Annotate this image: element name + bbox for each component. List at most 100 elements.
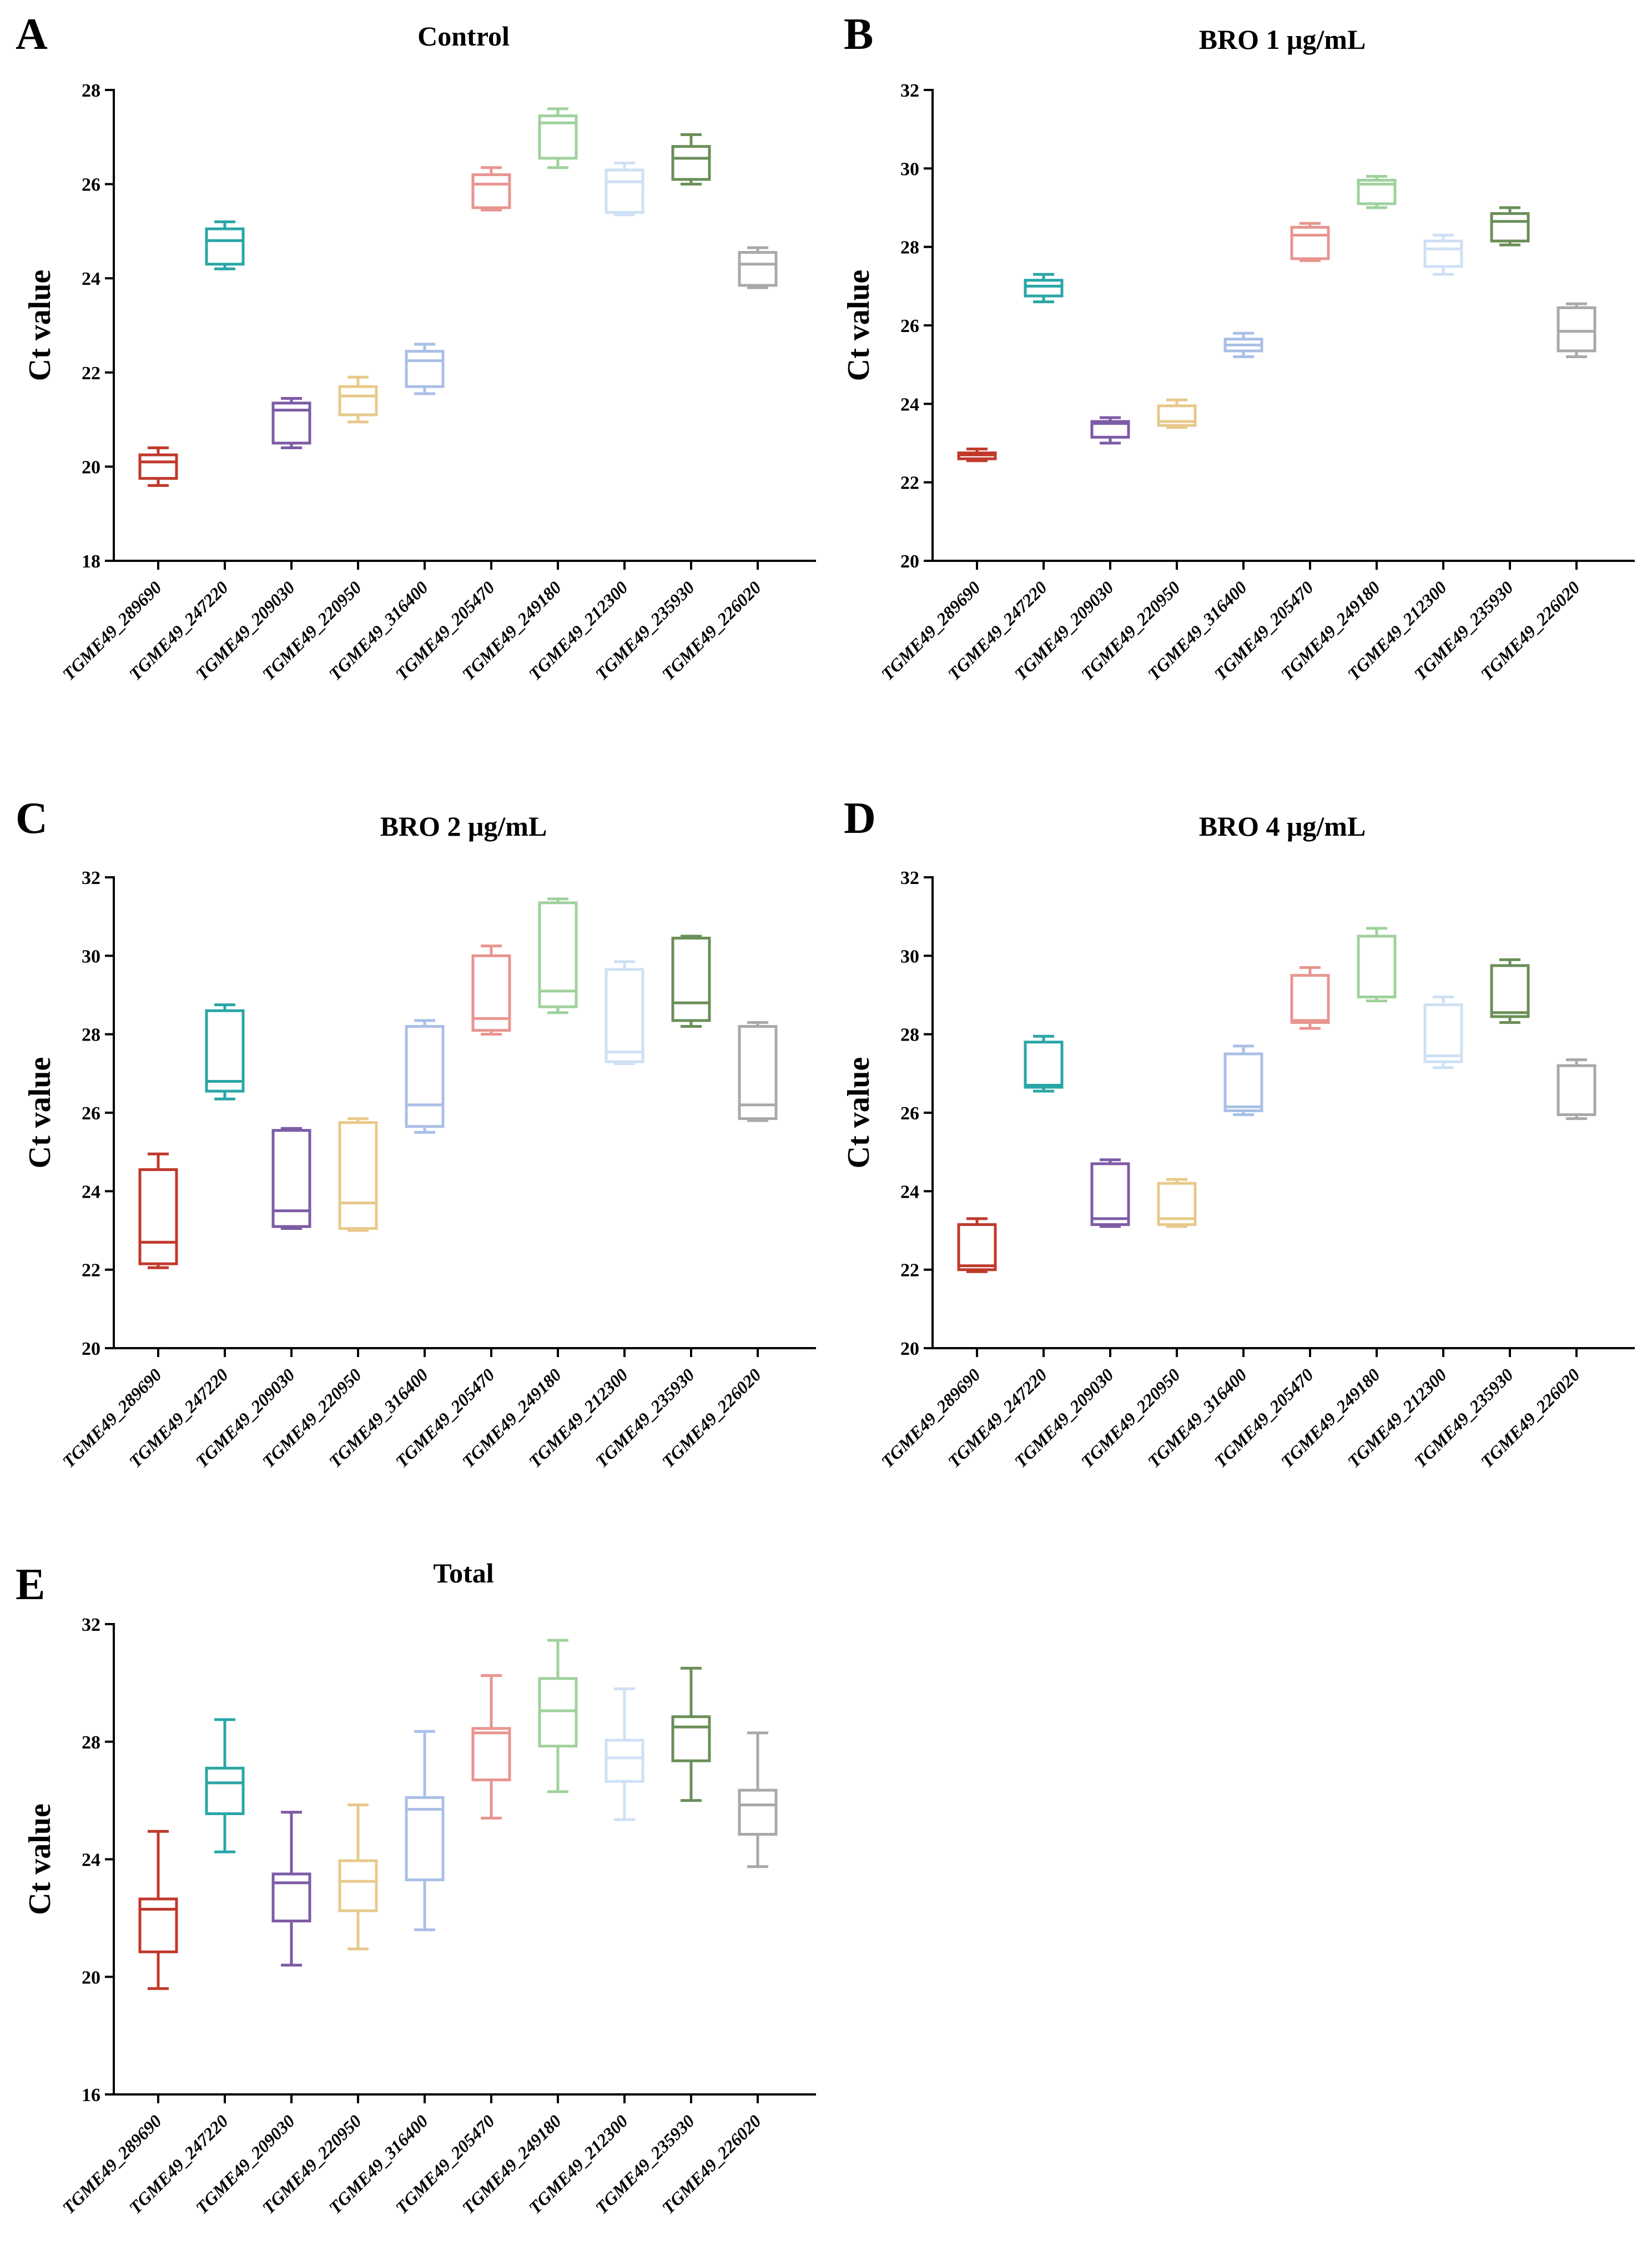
chart-title: Total xyxy=(433,1557,493,1589)
iqr-box xyxy=(738,251,778,287)
box-tgme49-212300 xyxy=(605,960,644,1066)
box-tgme49-226020 xyxy=(738,1021,778,1122)
y-tick-label: 24 xyxy=(900,1182,919,1202)
box-tgme49-316400 xyxy=(405,1730,445,1932)
iqr-box xyxy=(671,937,711,1022)
iqr-box xyxy=(1024,279,1064,298)
box-tgme49-226020 xyxy=(738,246,778,289)
y-tick-label: 30 xyxy=(82,946,100,967)
iqr-box xyxy=(405,1796,445,1882)
y-axis-label: Ct value xyxy=(842,1057,876,1169)
chart-title: Control xyxy=(417,21,510,52)
iqr-box xyxy=(205,227,245,266)
y-tick-label: 26 xyxy=(82,1103,100,1124)
y-tick-label: 22 xyxy=(82,363,100,384)
iqr-box xyxy=(671,145,711,181)
box-tgme49-289690 xyxy=(957,448,997,463)
y-tick-label: 24 xyxy=(82,269,100,289)
y-tick-label: 20 xyxy=(82,1967,100,1988)
box-tgme49-289690 xyxy=(957,1217,997,1273)
box-tgme49-212300 xyxy=(605,161,644,217)
box-tgme49-235930 xyxy=(671,1666,711,1802)
iqr-box xyxy=(1490,212,1530,243)
panel-letter: E xyxy=(16,1560,45,1609)
y-tick-label: 26 xyxy=(900,1103,919,1124)
iqr-box xyxy=(471,173,511,209)
box-tgme49-247220 xyxy=(1024,273,1064,304)
y-tick-label: 32 xyxy=(82,868,100,888)
y-tick-label: 30 xyxy=(900,946,919,967)
y-axis-label: Ct value xyxy=(23,1803,57,1915)
y-tick-label: 24 xyxy=(900,394,919,415)
iqr-box xyxy=(471,1727,511,1782)
iqr-box xyxy=(957,1223,997,1272)
box-tgme49-235930 xyxy=(671,934,711,1028)
iqr-box xyxy=(1423,1003,1463,1063)
box-tgme49-247220 xyxy=(205,1003,245,1101)
y-tick-label: 16 xyxy=(82,2085,100,2106)
box-tgme49-205470 xyxy=(1290,222,1330,262)
box-tgme49-209030 xyxy=(1090,1158,1130,1228)
iqr-box xyxy=(338,1859,378,1912)
iqr-box xyxy=(1557,1064,1596,1117)
box-tgme49-205470 xyxy=(471,166,511,212)
iqr-box xyxy=(338,385,378,416)
iqr-box xyxy=(1357,934,1397,999)
box-tgme49-249180 xyxy=(538,897,578,1014)
box-tgme49-220950 xyxy=(1157,1178,1197,1228)
y-axis-label: Ct value xyxy=(23,270,57,381)
box-tgme49-212300 xyxy=(1423,996,1463,1069)
box-tgme49-220950 xyxy=(1157,398,1197,429)
box-tgme49-209030 xyxy=(271,1811,311,1967)
iqr-box xyxy=(1490,964,1530,1018)
box-tgme49-249180 xyxy=(1357,174,1397,209)
panel-letter: D xyxy=(844,794,876,843)
box-tgme49-226020 xyxy=(1557,302,1596,359)
box-tgme49-289690 xyxy=(138,1830,178,1990)
box-tgme49-226020 xyxy=(738,1731,778,1868)
box-tgme49-249180 xyxy=(538,1639,578,1793)
y-tick-label: 32 xyxy=(900,868,919,888)
iqr-box xyxy=(605,1739,644,1783)
iqr-box xyxy=(1423,239,1463,268)
box-tgme49-316400 xyxy=(1223,331,1263,359)
y-tick-label: 20 xyxy=(82,1339,100,1359)
iqr-box xyxy=(405,1025,445,1128)
y-tick-label: 20 xyxy=(900,1339,919,1359)
chart-title: BRO 2 μg/mL xyxy=(380,811,547,842)
iqr-box xyxy=(405,350,445,388)
y-tick-label: 24 xyxy=(82,1850,100,1871)
box-tgme49-209030 xyxy=(271,1127,311,1230)
y-tick-label: 22 xyxy=(900,1260,919,1281)
y-tick-label: 30 xyxy=(900,159,919,179)
iqr-box xyxy=(1290,225,1330,260)
y-tick-label: 28 xyxy=(82,81,100,101)
box-tgme49-205470 xyxy=(471,944,511,1036)
y-tick-label: 28 xyxy=(900,1025,919,1046)
box-tgme49-235930 xyxy=(1490,958,1530,1024)
box-tgme49-235930 xyxy=(671,133,711,186)
panel-letter: B xyxy=(844,10,873,59)
box-tgme49-220950 xyxy=(338,1803,378,1951)
y-tick-label: 28 xyxy=(82,1732,100,1753)
box-tgme49-249180 xyxy=(1357,927,1397,1003)
iqr-box xyxy=(205,1009,245,1093)
y-tick-label: 18 xyxy=(82,551,100,572)
y-tick-label: 22 xyxy=(900,473,919,494)
iqr-box xyxy=(138,1168,178,1265)
iqr-box xyxy=(605,168,644,214)
box-tgme49-220950 xyxy=(338,375,378,424)
iqr-box xyxy=(1223,1052,1263,1112)
iqr-box xyxy=(271,1872,311,1923)
y-tick-label: 32 xyxy=(82,1615,100,1635)
y-tick-label: 28 xyxy=(82,1025,100,1046)
y-tick-label: 26 xyxy=(900,316,919,336)
box-tgme49-289690 xyxy=(138,1152,178,1269)
iqr-box xyxy=(671,1715,711,1762)
y-tick-label: 28 xyxy=(900,238,919,258)
panel-letter: C xyxy=(16,794,48,843)
iqr-box xyxy=(138,453,178,480)
iqr-box xyxy=(1024,1041,1064,1089)
